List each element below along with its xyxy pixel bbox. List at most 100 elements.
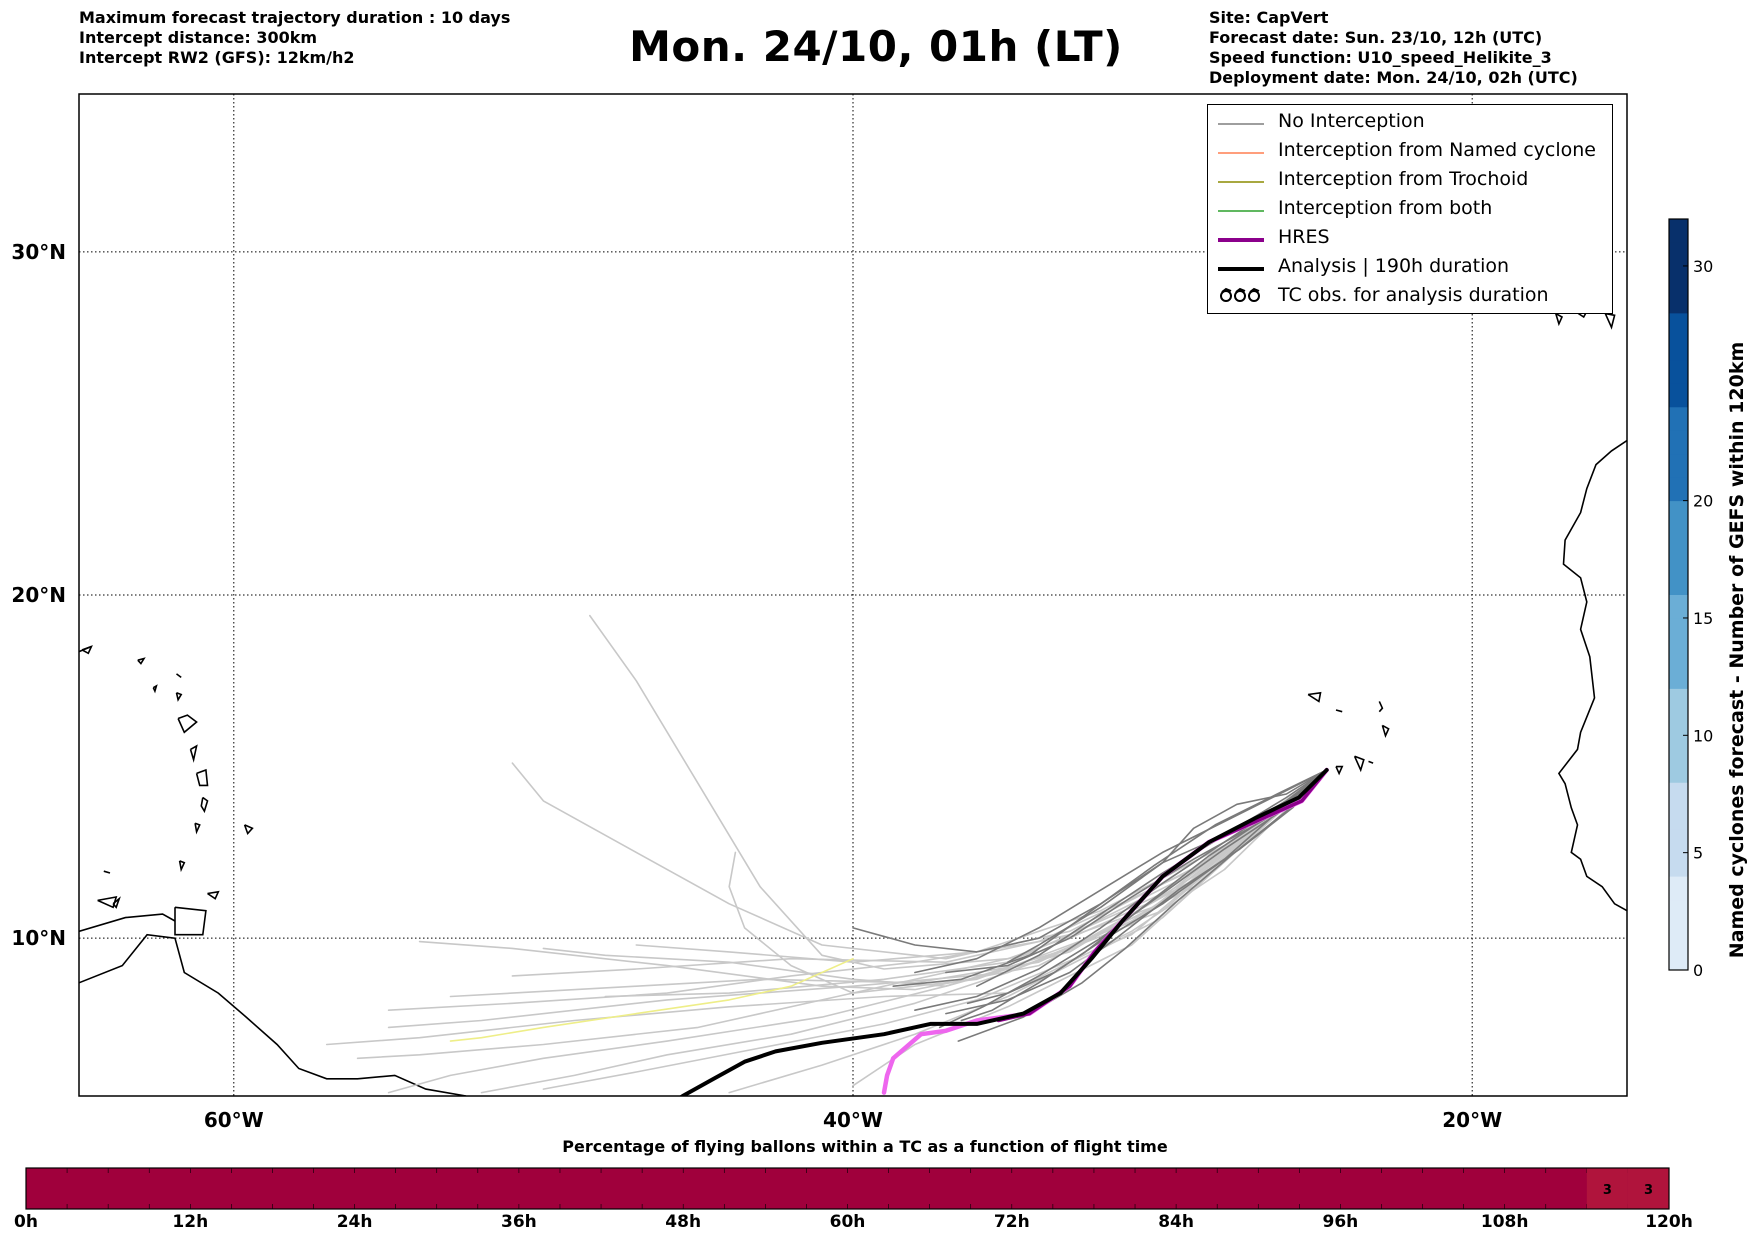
- colorbar-segment: [1669, 664, 1688, 689]
- flight-time-tick-label: 0h: [14, 1212, 38, 1232]
- colorbar-segment: [1669, 758, 1688, 783]
- coastline: [1335, 765, 1344, 776]
- coastline: [152, 684, 158, 694]
- lat-tick-label: 20°N: [11, 583, 66, 607]
- colorbar-segment: [1669, 617, 1688, 642]
- colorbar-segment: [1669, 406, 1688, 431]
- legend-label: Interception from Trochoid: [1278, 168, 1529, 190]
- coastline: [1604, 312, 1616, 330]
- legend-item-hres: HRES: [1214, 224, 1610, 252]
- legend-line-hres: [1218, 238, 1264, 242]
- coastline: [189, 744, 198, 763]
- colorbar-segment: [1669, 336, 1688, 361]
- max-duration-text: Maximum forecast trajectory duration : 1…: [79, 8, 511, 27]
- coastline: [176, 673, 182, 679]
- coastline: [112, 896, 121, 909]
- colorbar: 0 5 10 15 20 30: [1668, 218, 1713, 980]
- colorbar-segment: [1669, 852, 1688, 877]
- ensemble-track-light: [387, 769, 1328, 1094]
- flight-time-bar-frame: [25, 1167, 1670, 1210]
- colorbar-segment: [1669, 453, 1688, 478]
- percentage-cell: [1627, 1168, 1669, 1209]
- colorbar-segment: [1669, 571, 1688, 595]
- legend-item-named-cyclone: Interception from Named cyclone: [1214, 137, 1610, 165]
- legend-line-both: [1218, 210, 1264, 212]
- coastline: [1557, 439, 1627, 912]
- flight-time-tick-label: 24h: [336, 1212, 373, 1232]
- coastline: [97, 895, 118, 909]
- flight-time-tick-label: 36h: [501, 1212, 537, 1232]
- flight-time-tick-label: 48h: [665, 1212, 702, 1232]
- ensemble-track-no-interception: [914, 769, 1328, 974]
- flight-time-tick-label: 108h: [1480, 1212, 1529, 1232]
- speed-function-text: Speed function: U10_speed_Helikite_3: [1209, 48, 1552, 67]
- colorbar-segment: [1669, 594, 1688, 619]
- colorbar-tick-label: 15: [1693, 609, 1713, 628]
- colorbar-segment: [1669, 899, 1688, 924]
- colorbar-segment: [1669, 923, 1688, 948]
- header-left-info: Maximum forecast trajectory duration : 1…: [79, 8, 510, 68]
- colorbar-frame: [1668, 218, 1689, 971]
- percentage-cell-value: 3: [1644, 1183, 1653, 1198]
- legend-item-no-interception: No Interception: [1214, 108, 1610, 136]
- colorbar-segment: [1669, 289, 1688, 314]
- colorbar-segment: [1669, 805, 1688, 830]
- legend-label: Interception from Named cyclone: [1278, 139, 1596, 161]
- coastline: [79, 645, 92, 653]
- colorbar-segment: [1669, 688, 1688, 713]
- ensemble-track-light: [589, 614, 1328, 970]
- forecast-date-text: Forecast date: Sun. 23/10, 12h (UTC): [1209, 28, 1543, 47]
- coastline: [1307, 691, 1322, 703]
- coastline: [1335, 709, 1343, 713]
- colorbar-segment: [1669, 829, 1688, 854]
- coastline: [178, 860, 186, 873]
- colorbar-segment: [1669, 312, 1688, 337]
- colorbar-segment: [1669, 876, 1688, 901]
- ensemble-track-light: [449, 769, 1328, 998]
- colorbar-segment: [1669, 430, 1688, 455]
- colorbar-tick-label: 0: [1693, 961, 1703, 980]
- colorbar-tick-label: 10: [1693, 726, 1713, 745]
- legend-label: TC obs. for analysis duration: [1278, 284, 1549, 306]
- lon-tick-label: 20°W: [1442, 1108, 1502, 1132]
- ensemble-track-light: [542, 769, 1328, 1090]
- coastline: [194, 822, 201, 835]
- coastline: [79, 913, 176, 933]
- colorbar-tick-label: 20: [1693, 492, 1713, 511]
- coastline: [1368, 760, 1374, 764]
- map-title: Mon. 24/10, 01h (LT): [629, 22, 1123, 71]
- lat-tick-label: 10°N: [11, 926, 66, 950]
- legend-label: HRES: [1278, 226, 1330, 248]
- ensemble-track-light: [356, 769, 1328, 1060]
- legend-line-named-cyclone: [1218, 152, 1264, 154]
- header-right-info: Site: CapVert Forecast date: Sun. 23/10,…: [1209, 8, 1578, 88]
- coastline: [79, 933, 467, 1096]
- deployment-date-text: Deployment date: Mon. 24/10, 02h (UTC): [1209, 68, 1578, 87]
- coastline: [1353, 755, 1365, 773]
- flight-time-bar-fill: [26, 1168, 1669, 1209]
- coastline: [207, 890, 220, 900]
- coastline: [1555, 312, 1564, 327]
- coastline: [103, 870, 111, 874]
- colorbar-segment: [1669, 477, 1688, 502]
- colorbar-segment: [1669, 242, 1688, 267]
- legend-line-no-interception: [1218, 123, 1264, 125]
- map-frame: [78, 93, 1628, 1097]
- bottom-bar-title: Percentage of flying ballons within a TC…: [562, 1137, 1168, 1156]
- colorbar-segment: [1669, 946, 1688, 971]
- colorbar-segment: [1669, 219, 1688, 243]
- percentage-cell: [1586, 1168, 1628, 1209]
- coastline: [137, 657, 146, 665]
- ensemble-track-no-interception: [892, 769, 1328, 987]
- legend-label: Interception from both: [1278, 197, 1493, 219]
- flight-time-tick-label: 120h: [1645, 1212, 1693, 1232]
- colorbar-label: Named cyclones forecast - Number of GEFS…: [1726, 341, 1748, 959]
- colorbar-segment: [1669, 359, 1688, 384]
- lon-tick-label: 60°W: [204, 1108, 264, 1132]
- colorbar-segment: [1669, 547, 1688, 572]
- legend-item-trochoid: Interception from Trochoid: [1214, 166, 1610, 194]
- colorbar-segment: [1669, 524, 1688, 549]
- intercept-rw2-text: Intercept RW2 (GFS): 12km/h2: [79, 48, 355, 67]
- lon-tick-label: 40°W: [823, 1108, 883, 1132]
